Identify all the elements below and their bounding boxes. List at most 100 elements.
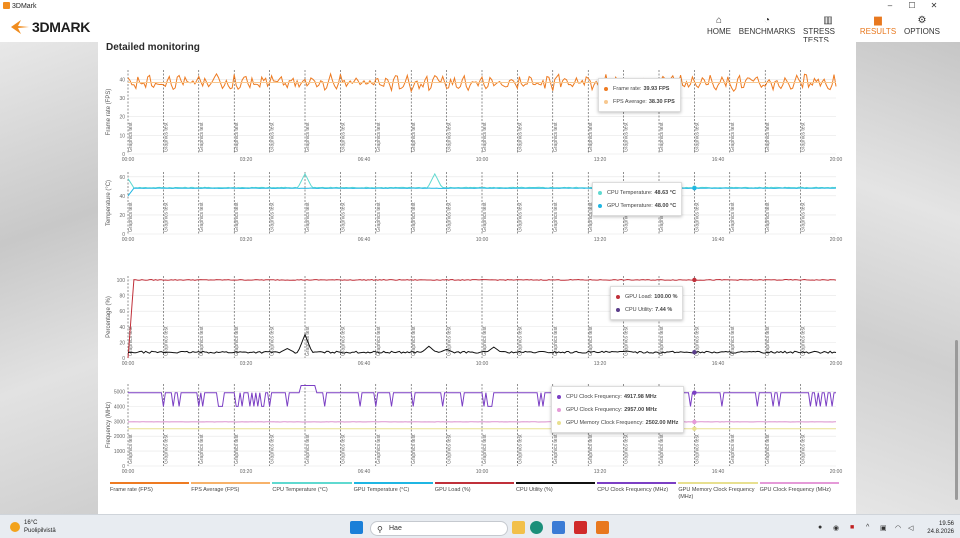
tooltip-value: 48.63 °C (654, 189, 676, 196)
legend-label[interactable]: GPU Temperature (°C) (353, 487, 410, 493)
nav-results[interactable]: ▆ RESULTS (860, 14, 896, 40)
series-line (127, 278, 837, 359)
legend-label[interactable]: Frame rate (FPS) (110, 487, 153, 493)
legend-color-bar[interactable] (353, 482, 433, 484)
legend-color-bar[interactable] (516, 482, 596, 484)
y-tick-label: 20 (119, 115, 125, 121)
x-tick-label: 06:40 (358, 237, 371, 243)
nav-benchmarks-label: BENCHMARKS (738, 27, 796, 36)
test-marker-label: Graphics test (517, 202, 523, 232)
test-marker-label: Graphics test (163, 434, 169, 464)
chart-tooltip: CPU Temperature: 48.63 °C GPU Temperature:… (592, 182, 683, 216)
test-marker-label: Graphics test (482, 202, 488, 232)
scrollbar-thumb[interactable] (955, 340, 958, 500)
y-tick-label: 10 (119, 133, 125, 139)
wifi-icon[interactable]: ◠ (895, 525, 902, 532)
tooltip-row: GPU Load: 100.00 % (616, 290, 677, 303)
tray-app-icon[interactable]: ◉ (833, 525, 840, 532)
volume-icon[interactable]: ◁ (908, 525, 914, 532)
3dmark-logo[interactable]: 3DMARK (9, 18, 90, 36)
nav-stress-tests-label: STRESS TESTS (803, 27, 836, 45)
tooltip-dot-icon (616, 294, 620, 299)
chart-tooltip: Frame rate: 39.93 FPS FPS Average: 38.30 FP… (598, 78, 681, 112)
search-box[interactable]: ⚲ Hae (370, 521, 508, 536)
test-marker-label: Graphics test (730, 326, 736, 356)
legend-label[interactable]: GPU Load (%) (434, 487, 471, 493)
tooltip-dot-icon (557, 394, 561, 399)
test-marker-label: Graphics test (553, 434, 559, 464)
test-marker-label: Graphics test (801, 202, 807, 232)
legend-label[interactable]: CPU Temperature (°C) (272, 487, 328, 493)
test-marker-label: Graphics test (517, 326, 523, 356)
x-tick-label: 20:00 (830, 469, 843, 475)
test-marker-label: Graphics test (553, 122, 559, 152)
store-icon[interactable] (552, 521, 565, 534)
partly-cloudy-icon (10, 522, 20, 532)
test-marker-label: Graphics test (517, 122, 523, 152)
tray-red-icon[interactable]: ■ (850, 524, 855, 531)
tray-app2-icon[interactable]: ▣ (880, 525, 887, 532)
legend-label[interactable]: GPU Clock Frequency (MHz) (759, 487, 831, 493)
y-tick-label: 40 (119, 194, 125, 200)
nav-stress-tests[interactable]: ▥ STRESS TESTS (803, 14, 853, 45)
test-marker-label: Graphics test (588, 434, 594, 464)
y-tick-label: 20 (119, 340, 125, 346)
system-clock[interactable]: 19.56 24.8.2026 (922, 520, 954, 536)
legend-color-bar[interactable] (759, 482, 839, 484)
test-marker-label: Graphics test (447, 122, 453, 152)
minimize-button[interactable]: – (887, 1, 893, 10)
tooltip-dot-icon (557, 420, 561, 425)
tooltip-label: GPU Clock Frequency: (566, 406, 623, 413)
legend-label[interactable]: CPU Clock Frequency (MHz) (597, 487, 669, 493)
series-line (127, 187, 837, 197)
hover-point (692, 350, 697, 355)
test-marker-label: Graphics test (801, 434, 807, 464)
x-tick-label: 03:20 (240, 469, 253, 475)
file-explorer-icon[interactable] (512, 521, 525, 534)
maximize-button[interactable]: ☐ (908, 1, 916, 10)
legend-label[interactable]: CPU Utility (%) (516, 487, 553, 493)
nav-benchmarks[interactable]: ◔ BENCHMARKS (738, 14, 796, 40)
top-navigation: 3DMARK ⌂ HOME ◔ BENCHMARKS ▥ STRESS TEST… (0, 12, 960, 45)
test-marker-label: Graphics test (128, 326, 134, 356)
tooltip-label: GPU Temperature: (607, 202, 653, 209)
test-marker-label: Graphics test (376, 122, 382, 152)
start-button-icon[interactable] (350, 521, 363, 534)
tray-chevron-icon[interactable]: ^ (866, 524, 870, 531)
test-marker-label: Graphics test (730, 202, 736, 232)
legend-color-bar[interactable] (678, 482, 758, 484)
tooltip-value: 7.44 % (655, 306, 673, 313)
clock-time: 19.56 (938, 521, 954, 527)
legend-color-bar[interactable] (434, 482, 514, 484)
test-marker-label: Graphics test (376, 434, 382, 464)
legend-color-bar[interactable] (272, 482, 352, 484)
x-tick-label: 13:20 (594, 469, 607, 475)
legend-color-bar[interactable] (110, 482, 190, 484)
tray-steam-icon[interactable]: ● (818, 524, 823, 531)
search-icon: ⚲ (377, 525, 383, 534)
x-tick-label: 13:20 (594, 157, 607, 163)
3dmark-taskbar-icon[interactable] (596, 521, 609, 534)
nav-options[interactable]: ⚙ OPTIONS (904, 14, 940, 40)
tooltip-dot-icon (557, 407, 561, 412)
test-marker-label: Graphics test (128, 202, 134, 232)
y-tick-label: 3000 (114, 419, 125, 425)
weather-widget[interactable]: 16°C Puolipilvistä (10, 519, 56, 535)
nav-home[interactable]: ⌂ HOME (706, 14, 732, 40)
close-button[interactable]: ✕ (930, 1, 938, 10)
test-marker-label: Graphics test (163, 202, 169, 232)
nav-home-label: HOME (707, 27, 731, 36)
y-tick-label: 1000 (114, 449, 125, 455)
legend-color-bar[interactable] (191, 482, 271, 484)
test-marker-label: Graphics test (801, 122, 807, 152)
tooltip-label: CPU Temperature: (607, 189, 653, 196)
test-marker-label: Graphics test (482, 434, 488, 464)
legend-label[interactable]: GPU Memory Clock Frequency (MHz) (678, 487, 755, 500)
legend-color-bar[interactable] (597, 482, 677, 484)
legend-label[interactable]: FPS Average (FPS) (191, 487, 240, 493)
test-marker-label: Graphics test (128, 434, 134, 464)
edge-browser-icon[interactable] (530, 521, 543, 534)
x-tick-label: 10:00 (476, 237, 489, 243)
tooltip-dot-icon (598, 203, 602, 208)
app-red-icon[interactable] (574, 521, 587, 534)
